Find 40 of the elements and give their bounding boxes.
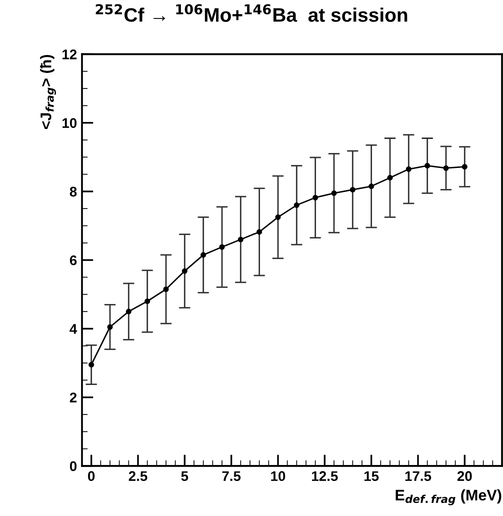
x-tick-label: 2.5: [128, 471, 148, 482]
x-tick-label: 20: [457, 471, 472, 482]
point: [406, 166, 412, 172]
point: [182, 268, 188, 274]
point: [163, 286, 169, 292]
point: [275, 214, 281, 220]
point: [144, 298, 150, 304]
point: [238, 236, 244, 242]
x-tick-label: 10: [271, 471, 286, 482]
point: [462, 164, 468, 170]
point: [126, 308, 132, 314]
y-tick-label: 8: [70, 186, 77, 197]
x-tick-label: 17.5: [405, 471, 432, 482]
x-tick-label: 15: [364, 471, 379, 482]
chart-title: $^{252}$Cf → $^{106}$Mo+$^{146}$Ba at scission: [96, 4, 408, 22]
x-tick-label: 5: [181, 471, 188, 482]
x-tick-label: 12.5: [312, 471, 338, 482]
y-tick-label: 0: [70, 461, 77, 472]
point: [368, 184, 374, 190]
point: [256, 229, 262, 235]
y-axis-title: <J$_{frag}$> (ħ): [40, 54, 56, 130]
y-tick-label: 12: [62, 50, 77, 60]
point: [312, 194, 318, 200]
point: [331, 190, 337, 196]
x-tick-label: 0: [88, 471, 95, 482]
y-tick-label: 4: [70, 324, 78, 334]
y-tick-label: 6: [70, 255, 77, 266]
x-axis-title: E$_{def.frag}$ (MeV): [396, 489, 502, 506]
y-tick-label: 2: [70, 392, 77, 402]
point: [443, 165, 449, 171]
point: [219, 244, 225, 250]
point: [200, 252, 206, 258]
y-tick-label: 10: [62, 118, 77, 128]
point: [88, 362, 94, 368]
point: [424, 162, 430, 168]
point: [387, 174, 393, 180]
point: [107, 324, 113, 330]
point: [294, 202, 300, 208]
point: [350, 186, 356, 192]
x-tick-label: 7.5: [222, 471, 241, 482]
